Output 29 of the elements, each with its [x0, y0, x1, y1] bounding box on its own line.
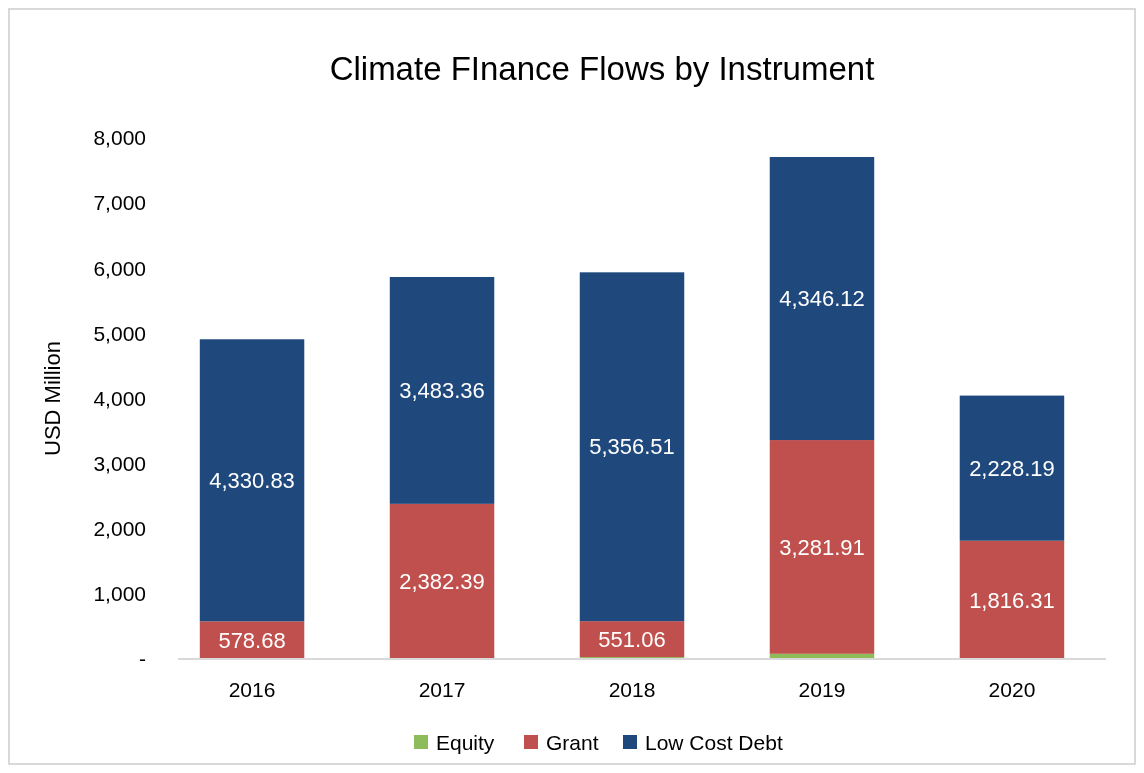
data-label: 2,382.39 [399, 569, 485, 595]
y-tick-label: 8,000 [93, 126, 146, 150]
x-tick-label: 2018 [608, 678, 656, 701]
data-label: 4,330.83 [209, 467, 295, 493]
data-label: 2,228.19 [969, 455, 1055, 481]
y-axis-title: USD Million [40, 341, 65, 456]
data-label: 4,346.12 [779, 286, 865, 312]
legend-label: Grant [546, 731, 599, 755]
legend-label: Equity [436, 731, 495, 755]
x-tick-label: 2019 [798, 678, 846, 701]
x-tick-label: 2016 [228, 678, 276, 701]
x-tick-label: 2020 [988, 678, 1036, 701]
y-tick-label: 7,000 [93, 191, 146, 215]
data-label: 1,816.31 [969, 587, 1055, 613]
y-tick-label: 4,000 [93, 386, 146, 410]
data-label: 551.06 [598, 626, 666, 652]
data-label: 5,356.51 [589, 434, 675, 460]
y-tick-label: - [139, 647, 146, 671]
y-tick-label: 1,000 [93, 582, 146, 606]
x-tick-label: 2017 [418, 678, 466, 701]
y-tick-label: 6,000 [93, 256, 146, 280]
data-label: 578.68 [218, 627, 286, 653]
legend-label: Low Cost Debt [645, 731, 783, 755]
chart-title: Climate FInance Flows by Instrument [329, 50, 875, 87]
y-tick-label: 3,000 [93, 451, 146, 475]
data-label: 3,483.36 [399, 378, 485, 404]
data-label: 3,281.91 [779, 534, 865, 560]
y-tick-label: 5,000 [93, 321, 146, 345]
y-tick-label: 2,000 [93, 517, 146, 541]
